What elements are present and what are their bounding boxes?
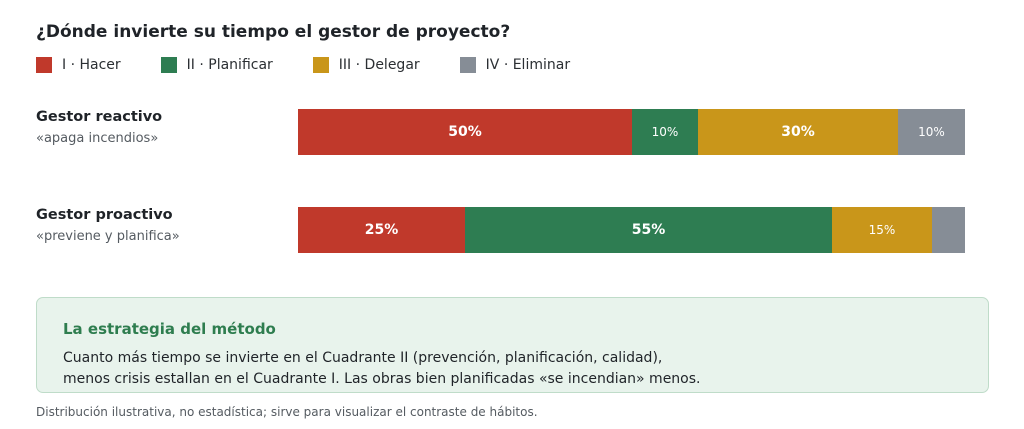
legend-item-eliminar: IV · Eliminar xyxy=(459,57,571,73)
data-label: 15% xyxy=(868,223,896,237)
segment-hacer: 25% xyxy=(298,207,465,253)
legend-swatch xyxy=(160,57,177,73)
data-label: 30% xyxy=(781,124,815,140)
legend-item-planificar: II · Planificar xyxy=(160,57,273,73)
legend-label: I · Hacer xyxy=(62,57,121,73)
data-label: 25% xyxy=(364,222,399,238)
row-subtitle: «apaga incendios» xyxy=(36,131,159,146)
stacked-bar-proactivo: 25% 55% 15% xyxy=(298,207,965,253)
row-subtitle: «previene y planifica» xyxy=(36,229,180,244)
data-label: 50% xyxy=(448,124,482,140)
chart-title: ¿Dónde invierte su tiempo el gestor de p… xyxy=(36,22,511,42)
segment-delegar: 15% xyxy=(832,207,932,253)
legend-swatch xyxy=(459,57,476,73)
footnote: Distribución ilustrativa, no estadística… xyxy=(36,405,538,419)
segment-eliminar xyxy=(932,207,965,253)
row-name: Gestor reactivo xyxy=(36,109,163,125)
data-label: 10% xyxy=(918,125,945,139)
legend: I · Hacer II · Planificar III · Delegar … xyxy=(36,57,610,73)
strategy-callout: La estrategia del método Cuanto más tiem… xyxy=(36,297,989,393)
callout-line: Cuanto más tiempo se invierte en el Cuad… xyxy=(63,350,663,366)
legend-label: III · Delegar xyxy=(338,57,420,73)
row-name: Gestor proactivo xyxy=(36,207,173,223)
callout-title: La estrategia del método xyxy=(63,320,276,338)
legend-label: IV · Eliminar xyxy=(485,57,571,73)
row-label-proactivo: Gestor proactivo «previene y planifica» xyxy=(36,207,180,244)
data-label: 55% xyxy=(631,222,666,238)
data-label: 10% xyxy=(651,125,679,139)
segment-hacer: 50% xyxy=(298,109,632,155)
stacked-bar-reactivo: 50% 10% 30% 10% xyxy=(298,109,965,155)
segment-delegar: 30% xyxy=(698,109,898,155)
legend-swatch xyxy=(36,57,52,73)
segment-planificar: 55% xyxy=(465,207,832,253)
callout-line: menos crisis estallan en el Cuadrante I.… xyxy=(63,371,701,387)
callout-body: Cuanto más tiempo se invierte en el Cuad… xyxy=(63,348,964,390)
legend-label: II · Planificar xyxy=(186,57,273,73)
legend-item-delegar: III · Delegar xyxy=(312,57,420,73)
legend-swatch xyxy=(312,57,329,73)
row-label-reactivo: Gestor reactivo «apaga incendios» xyxy=(36,109,162,146)
segment-eliminar: 10% xyxy=(898,109,965,155)
legend-item-hacer: I · Hacer xyxy=(36,57,121,73)
segment-planificar: 10% xyxy=(632,109,698,155)
